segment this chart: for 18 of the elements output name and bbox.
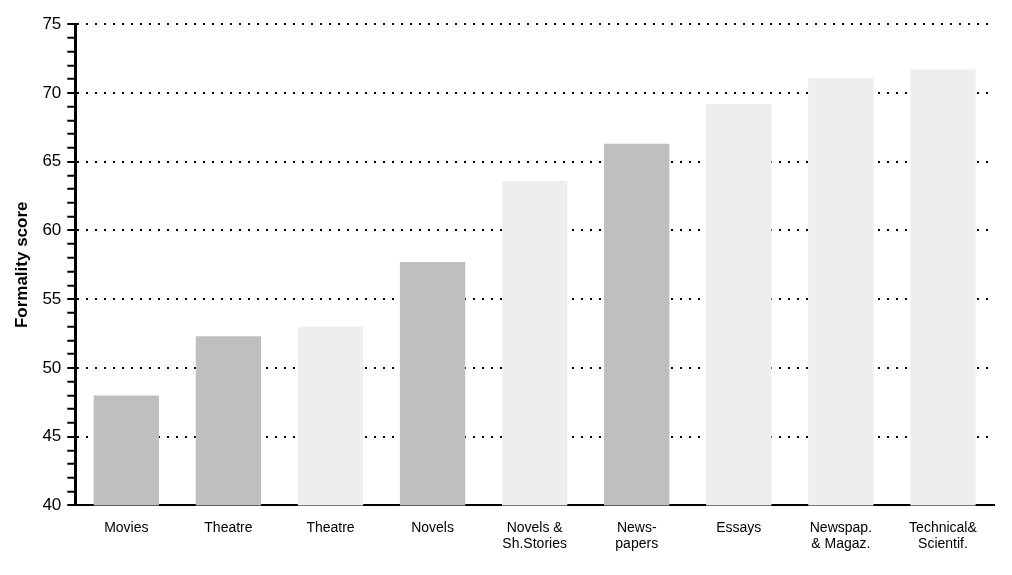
y-tick-label: 40 xyxy=(42,495,62,515)
x-tick-label: Essays xyxy=(716,518,762,535)
x-tick-label: Novels & Sh.Stories xyxy=(502,518,567,552)
x-tick-label: News- papers xyxy=(615,518,659,552)
y-tick-label: 50 xyxy=(42,357,62,377)
x-tick-label: Technical& Scientif. xyxy=(909,518,978,552)
y-tick-label: 70 xyxy=(42,82,62,102)
y-tick-label: 65 xyxy=(42,151,62,171)
y-tick-label: 60 xyxy=(42,220,62,240)
y-tick-label: 45 xyxy=(42,426,62,446)
x-tick-label: Newspap. & Magaz. xyxy=(809,518,873,552)
x-tick-label: Theatre xyxy=(306,518,355,535)
y-tick-label: 75 xyxy=(42,13,62,33)
x-tick-label: Theatre xyxy=(204,518,253,535)
x-tick-label: Movies xyxy=(104,518,149,535)
y-axis-title: Formality score xyxy=(11,201,31,329)
x-tick-label: Novels xyxy=(411,518,454,535)
y-tick-label: 55 xyxy=(42,288,62,308)
